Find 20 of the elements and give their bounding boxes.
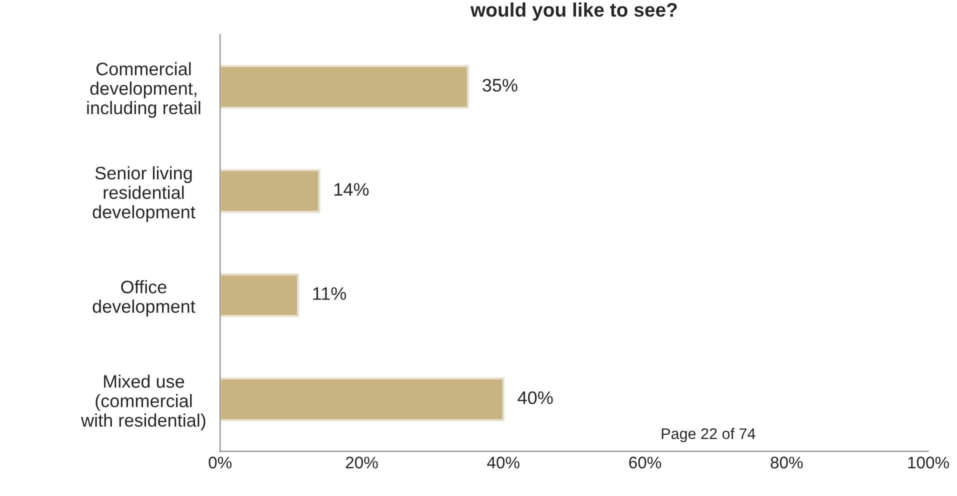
x-tick-label: 40% [487, 456, 520, 468]
y-tick-label: Senior living residential development [92, 166, 196, 222]
chart-title: would you like to see? [470, 2, 677, 21]
data-label: 35% [482, 78, 518, 92]
y-tick-label: Commercial development, including retail [87, 62, 200, 118]
x-tick-label: 0% [208, 456, 232, 468]
y-tick-label: Mixed use (commercial with residential) [80, 374, 206, 430]
annotation: Page 22 of 74 [662, 428, 756, 442]
bar [220, 169, 320, 213]
bar [220, 64, 470, 109]
data-label: 40% [518, 391, 553, 404]
data-label: 14% [334, 183, 369, 196]
bar [220, 377, 504, 422]
bar [220, 273, 300, 317]
x-tick-label: 20% [346, 456, 378, 468]
x-tick-label: 100% [908, 456, 950, 468]
y-tick-label: Office development [92, 280, 196, 316]
data-label: 11% [313, 287, 346, 300]
x-tick-label: 80% [770, 456, 803, 468]
x-tick-label: 60% [629, 456, 662, 468]
